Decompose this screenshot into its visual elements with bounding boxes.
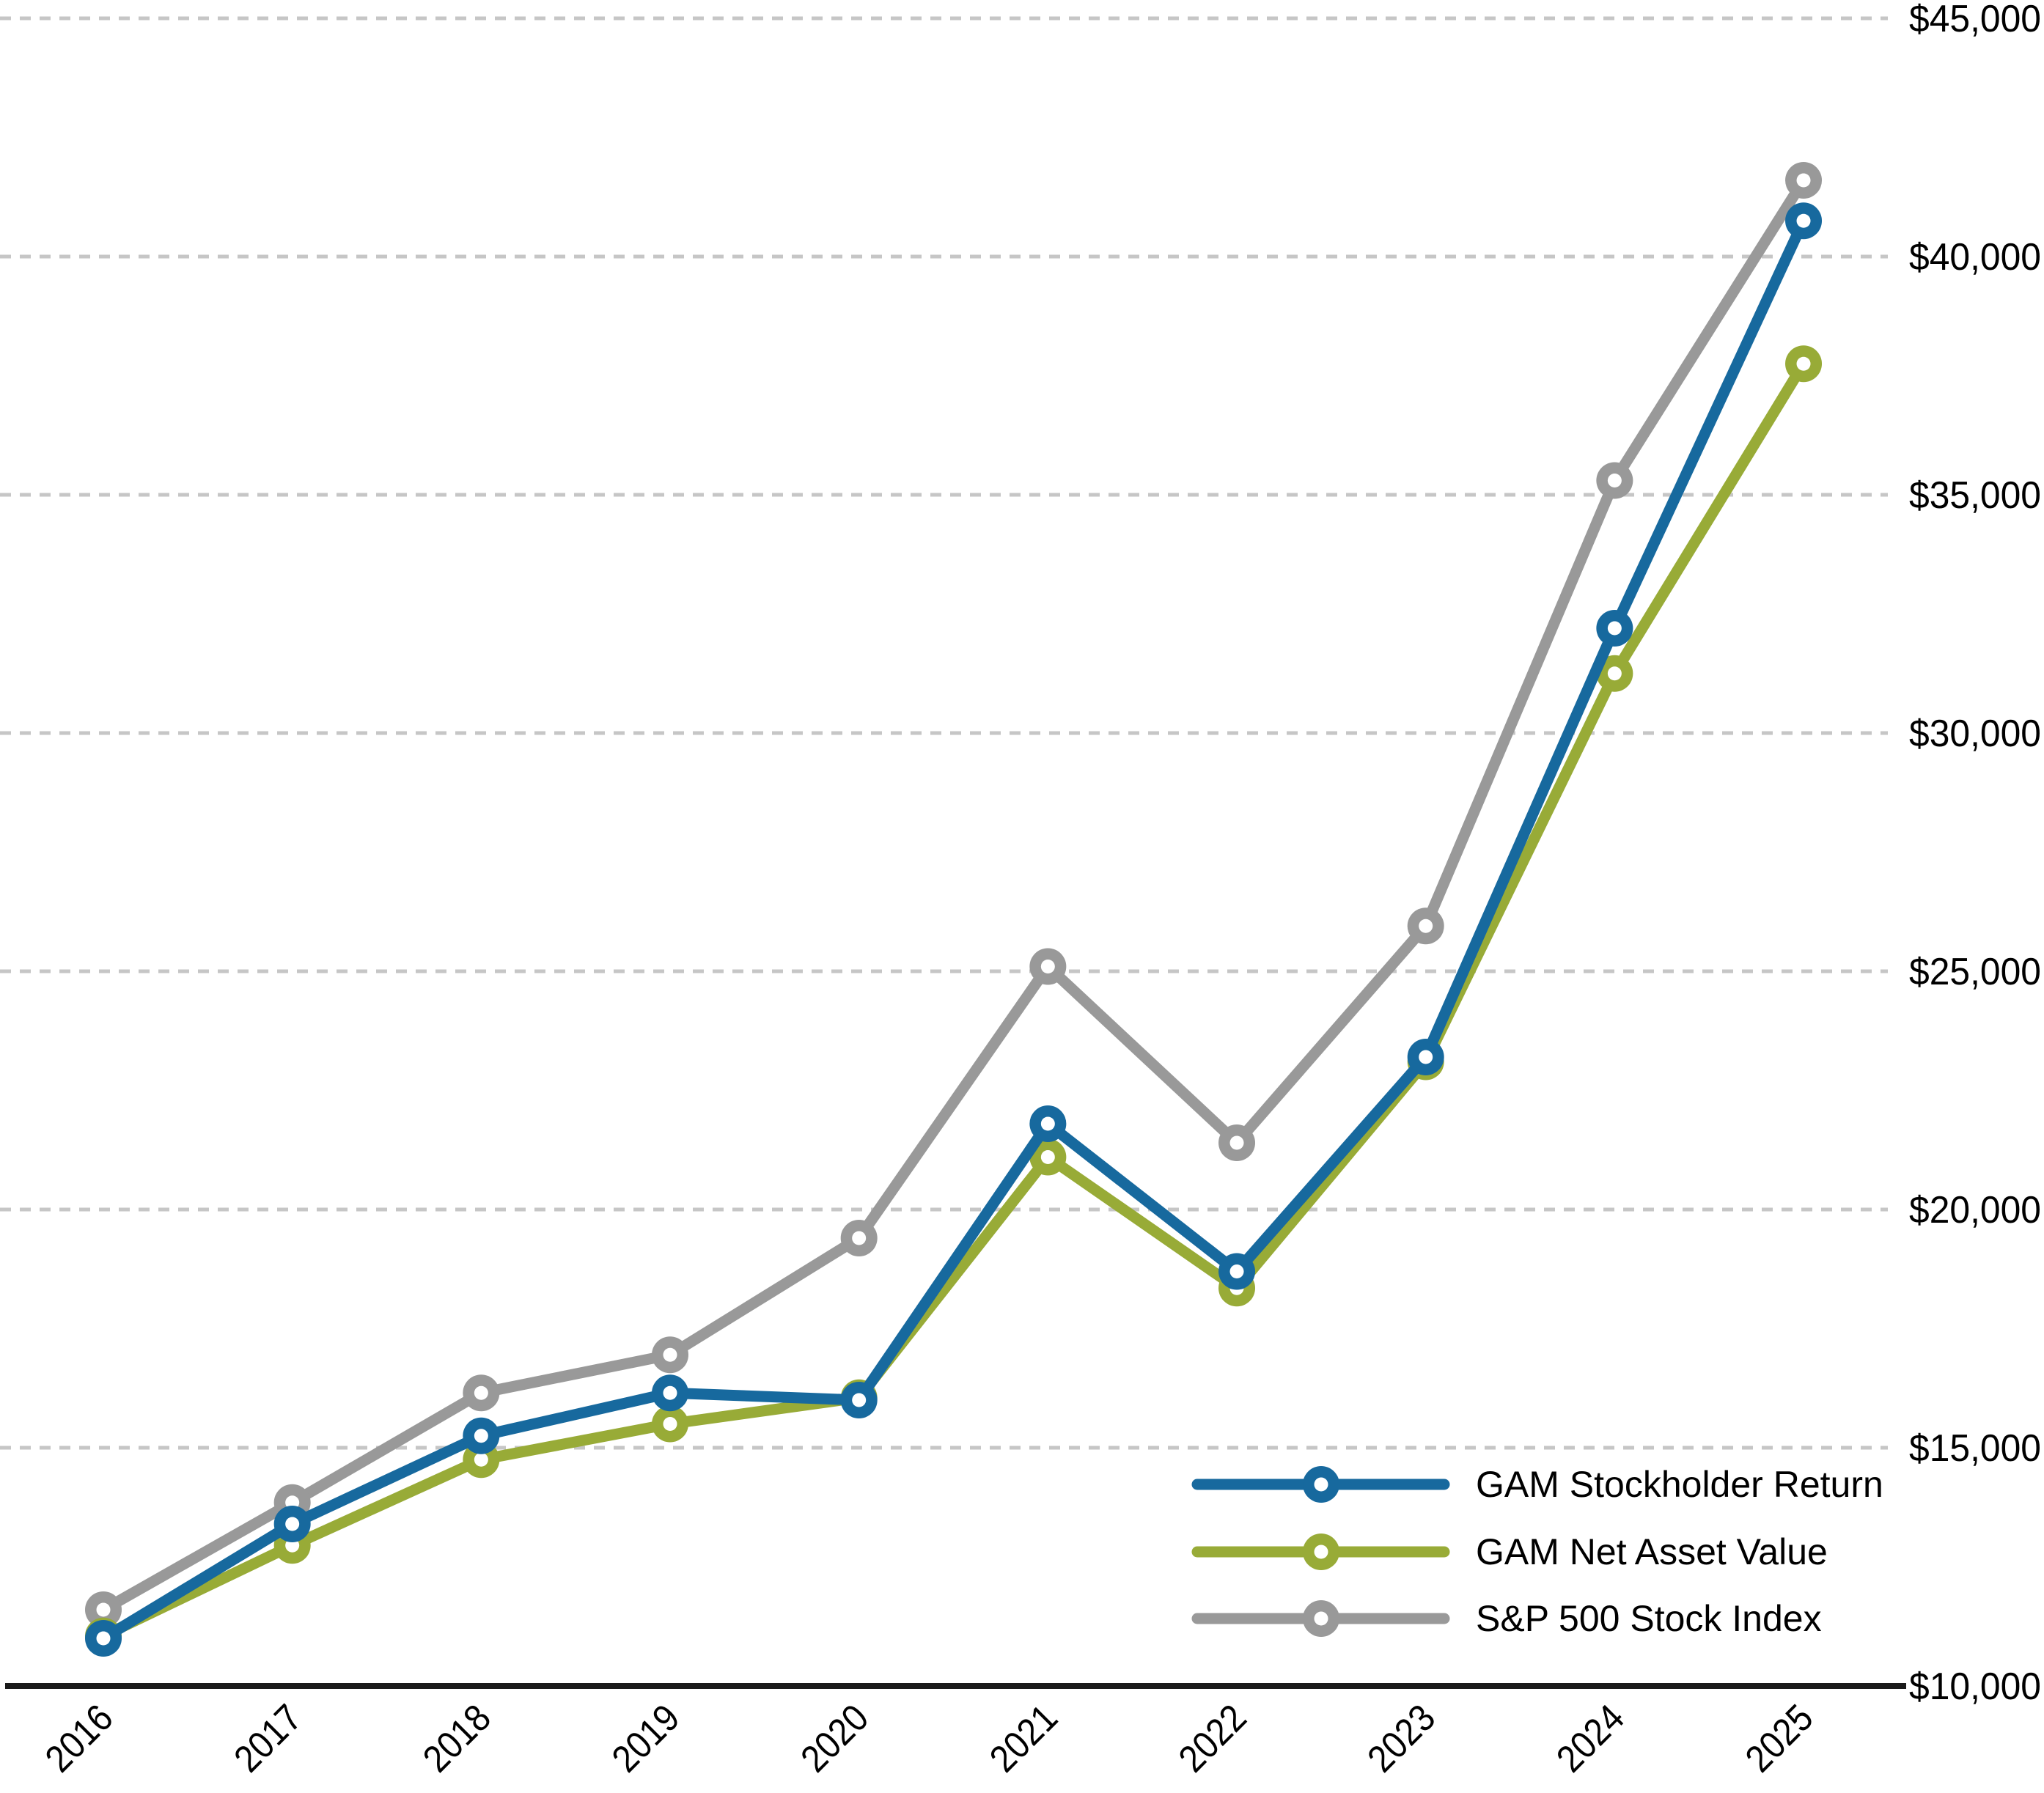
marker-hole bbox=[1229, 1264, 1244, 1278]
y-tick-label-40000: $40,000 bbox=[1909, 236, 2041, 279]
data-point-gam-net-asset-value-2025 bbox=[1785, 345, 1823, 383]
marker-hole bbox=[663, 1417, 677, 1431]
y-tick-label-35000: $35,000 bbox=[1909, 474, 2041, 517]
x-tick-label-2017: 2017 bbox=[227, 1696, 311, 1781]
marker-hole bbox=[96, 1602, 111, 1617]
data-point-gam-stockholder-return-2019 bbox=[652, 1374, 689, 1412]
x-tick-label-2021: 2021 bbox=[982, 1696, 1066, 1781]
series-line-gam-net-asset-value bbox=[98, 358, 1809, 1642]
data-point-s-p-500-stock-index-2025 bbox=[1785, 162, 1823, 199]
legend-label-s-p-500-stock-index: S&P 500 Stock Index bbox=[1476, 1598, 1822, 1639]
data-point-gam-stockholder-return-2025 bbox=[1785, 202, 1823, 240]
marker-hole bbox=[852, 1231, 867, 1245]
x-tick-label-2024: 2024 bbox=[1548, 1696, 1633, 1781]
data-point-gam-net-asset-value-2019 bbox=[652, 1405, 689, 1443]
legend-label-gam-net-asset-value: GAM Net Asset Value bbox=[1476, 1531, 1828, 1572]
marker-hole bbox=[1419, 918, 1433, 933]
x-tick-label-2016: 2016 bbox=[37, 1696, 122, 1781]
legend-label-gam-stockholder-return: GAM Stockholder Return bbox=[1476, 1464, 1883, 1505]
data-point-s-p-500-stock-index-2023 bbox=[1407, 907, 1444, 945]
series-line-s-p-500-stock-index bbox=[98, 174, 1809, 1616]
marker-hole bbox=[285, 1517, 300, 1531]
legend: GAM Stockholder Return GAM Net Asset Valu… bbox=[1191, 1464, 1883, 1639]
data-point-gam-net-asset-value-2021 bbox=[1029, 1138, 1067, 1176]
data-point-gam-net-asset-value-2024 bbox=[1596, 655, 1633, 692]
legend-item-gam-stockholder-return: GAM Stockholder Return bbox=[1191, 1464, 1883, 1505]
marker-hole bbox=[1607, 474, 1622, 487]
data-point-s-p-500-stock-index-2022 bbox=[1218, 1124, 1256, 1161]
marker-hole bbox=[852, 1393, 867, 1407]
series-gam-stockholder-return bbox=[85, 202, 1823, 1657]
marker-hole bbox=[1040, 960, 1055, 973]
marker-hole bbox=[1419, 1050, 1433, 1064]
marker-hole bbox=[1607, 621, 1622, 636]
legend-item-gam-net-asset-value: GAM Net Asset Value bbox=[1191, 1531, 1828, 1572]
legend-marker-hole bbox=[1314, 1545, 1328, 1559]
data-point-s-p-500-stock-index-2020 bbox=[840, 1220, 878, 1256]
y-tick-label-45000: $45,000 bbox=[1909, 0, 2041, 40]
x-tick-label-2018: 2018 bbox=[415, 1696, 499, 1781]
y-tick-label-25000: $25,000 bbox=[1909, 951, 2041, 993]
marker-hole bbox=[1796, 356, 1811, 371]
y-tick-label-10000: $10,000 bbox=[1909, 1665, 2041, 1708]
marker-hole bbox=[1040, 1116, 1055, 1131]
x-tick-label-2019: 2019 bbox=[604, 1696, 688, 1781]
marker-hole bbox=[96, 1631, 111, 1646]
x-tick-labels-group: 2016 2017 2018 2019 2020 2021 2022 2023 2024 2025 bbox=[37, 1696, 1822, 1781]
y-tick-label-20000: $20,000 bbox=[1909, 1189, 2041, 1231]
data-point-s-p-500-stock-index-2021 bbox=[1029, 948, 1067, 985]
marker-hole bbox=[1040, 1150, 1055, 1164]
series-group bbox=[85, 162, 1823, 1657]
x-tick-label-2023: 2023 bbox=[1360, 1696, 1444, 1781]
legend-marker-hole bbox=[1314, 1611, 1328, 1626]
marker-hole bbox=[474, 1385, 488, 1400]
series-s-p-500-stock-index bbox=[85, 162, 1823, 1628]
marker-hole bbox=[663, 1347, 677, 1362]
legend-item-s-p-500-stock-index: S&P 500 Stock Index bbox=[1191, 1598, 1822, 1639]
data-point-s-p-500-stock-index-2024 bbox=[1596, 462, 1633, 499]
marker-hole bbox=[1607, 666, 1622, 681]
data-point-gam-stockholder-return-2016 bbox=[85, 1620, 122, 1657]
marker-hole bbox=[1229, 1135, 1244, 1150]
x-tick-label-2020: 2020 bbox=[793, 1696, 878, 1781]
data-point-gam-stockholder-return-2024 bbox=[1596, 610, 1633, 647]
data-point-gam-stockholder-return-2017 bbox=[273, 1506, 311, 1542]
data-point-gam-stockholder-return-2021 bbox=[1029, 1105, 1067, 1142]
marker-hole bbox=[1796, 173, 1811, 188]
data-point-gam-stockholder-return-2022 bbox=[1218, 1253, 1256, 1290]
data-point-s-p-500-stock-index-2019 bbox=[652, 1336, 689, 1374]
marker-hole bbox=[663, 1385, 677, 1400]
y-tick-label-15000: $15,000 bbox=[1909, 1427, 2041, 1470]
series-line-gam-stockholder-return bbox=[98, 215, 1809, 1644]
y-tick-labels-group: $10,000 $15,000 $20,000 $25,000 $30,000 $35,0… bbox=[1909, 0, 2041, 1708]
marker-hole bbox=[474, 1429, 488, 1443]
data-point-gam-stockholder-return-2020 bbox=[840, 1382, 878, 1418]
gridlines-group bbox=[0, 16, 1888, 1450]
legend-marker-hole bbox=[1314, 1477, 1328, 1492]
marker-hole bbox=[1796, 213, 1811, 228]
data-point-gam-stockholder-return-2018 bbox=[463, 1417, 500, 1454]
series-gam-net-asset-value bbox=[85, 345, 1823, 1654]
y-tick-label-30000: $30,000 bbox=[1909, 713, 2041, 755]
data-point-s-p-500-stock-index-2016 bbox=[85, 1591, 122, 1628]
data-point-s-p-500-stock-index-2018 bbox=[463, 1374, 500, 1412]
x-tick-label-2022: 2022 bbox=[1171, 1696, 1255, 1781]
data-point-gam-stockholder-return-2023 bbox=[1407, 1039, 1444, 1075]
x-tick-label-2025: 2025 bbox=[1738, 1696, 1822, 1781]
marker-hole bbox=[474, 1452, 488, 1467]
